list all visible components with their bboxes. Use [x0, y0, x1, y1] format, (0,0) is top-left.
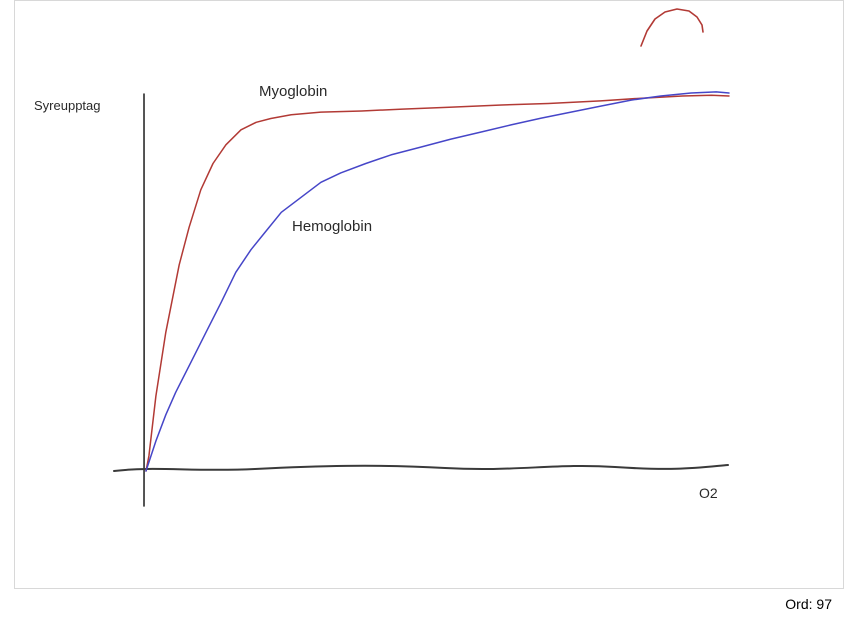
- chart-svg[interactable]: [15, 1, 845, 590]
- myoglobin-series-label: Myoglobin: [259, 83, 328, 100]
- myoglobin-curve: [145, 94, 730, 472]
- hemoglobin-series-label: Hemoglobin: [292, 218, 373, 235]
- y-axis-label: Syreupptag: [34, 98, 101, 113]
- stray-red-stroke: [640, 8, 704, 47]
- x-axis-line: [113, 464, 729, 472]
- drawing-canvas[interactable]: Syreupptag Myoglobin Hemoglobin O2: [14, 0, 844, 589]
- x-axis-label: O2: [699, 485, 718, 501]
- word-count-status: Ord: 97: [785, 596, 832, 612]
- hemoglobin-curve: [145, 91, 730, 472]
